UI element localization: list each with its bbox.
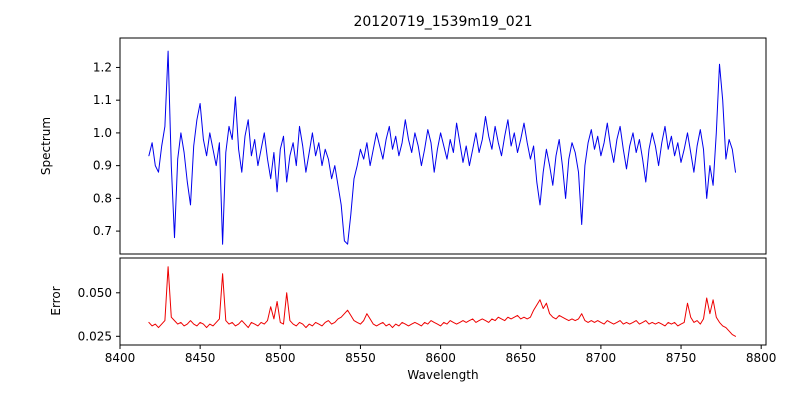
error-axis-label: Error	[49, 286, 63, 316]
x-tick-label: 8650	[505, 351, 536, 365]
error-line	[148, 266, 736, 337]
x-tick-label: 8800	[746, 351, 777, 365]
x-axis-label: Wavelength	[407, 368, 479, 382]
error-y-tick-label: 0.025	[78, 329, 112, 343]
error-panel-box	[119, 257, 767, 346]
x-tick-label: 8750	[666, 351, 697, 365]
x-tick-label: 8700	[586, 351, 617, 365]
spectrum-y-tick-label: 0.7	[93, 224, 112, 238]
x-tick-label: 8450	[185, 351, 216, 365]
spectrum-axis-label: Spectrum	[39, 116, 53, 176]
spectrum-y-tick-label: 1.0	[93, 126, 112, 140]
x-tick-label: 8600	[425, 351, 456, 365]
spectrum-y-tick-label: 1.2	[93, 60, 112, 74]
spectrum-line	[148, 50, 736, 245]
chart-title: 20120719_1539m19_021	[353, 14, 533, 30]
x-tick-label: 8550	[345, 351, 376, 365]
spectrum-y-tick-label: 0.9	[93, 159, 112, 173]
error-y-tick-label: 0.050	[78, 286, 112, 300]
x-tick-label: 8500	[265, 351, 296, 365]
x-tick-label: 8400	[105, 351, 136, 365]
spectrum-y-tick-label: 1.1	[93, 93, 112, 107]
spectrum-y-tick-label: 0.8	[93, 191, 112, 205]
spectrum-panel-box	[119, 37, 767, 255]
